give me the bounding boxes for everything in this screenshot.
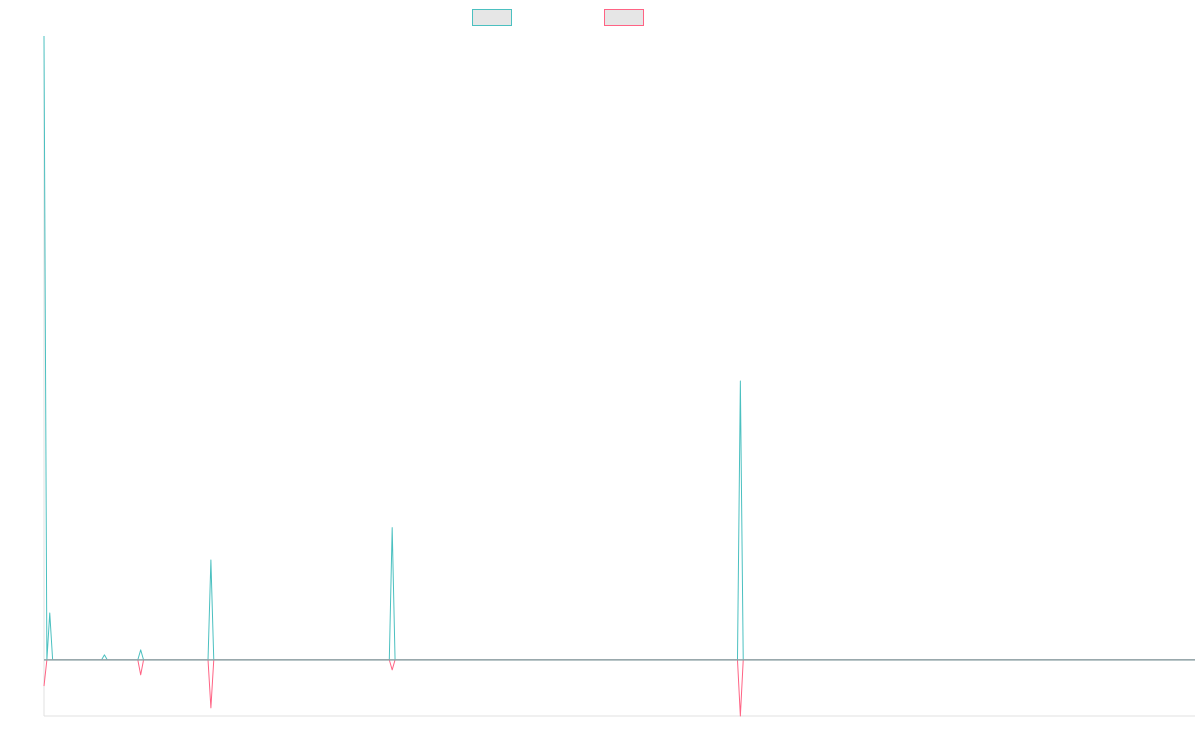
series-line-1 <box>43 35 1195 661</box>
axes <box>43 36 1195 717</box>
series-layer <box>43 35 1195 717</box>
legend-swatch-series-1[interactable] <box>472 9 512 26</box>
legend-swatch-series-2[interactable] <box>604 9 644 26</box>
series-line-2 <box>43 659 1195 717</box>
